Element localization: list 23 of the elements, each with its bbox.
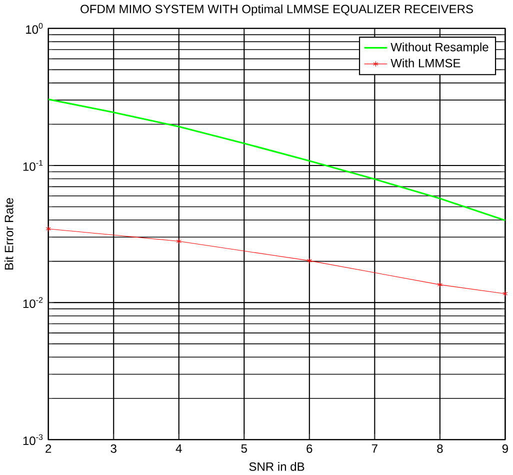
line-series: [48, 98, 506, 221]
y-tick-label: 10$^{-2}$: [23, 296, 43, 308]
point: [176, 238, 182, 244]
x-tick-label: 9: [502, 444, 508, 453]
y-tick-label: 10$^{-1}$: [23, 160, 43, 171]
x-axis-title: SNR in dB: [249, 462, 304, 471]
y-tick-label: 10$^{-3}$: [23, 434, 43, 445]
chart-title: OFDM MIMO SYSTEM WITH Optimal LMMSE EQUALIZER RECEIVERS: [80, 4, 473, 16]
x-tick-label: 5: [241, 444, 247, 453]
x-tick-label: 2: [46, 444, 52, 453]
point: [437, 282, 443, 288]
point: [46, 226, 51, 232]
x-tick-label: 3: [110, 444, 116, 453]
x-tick-label: 7: [372, 444, 378, 452]
y-tick-label: 10$^{0}$: [26, 22, 43, 34]
x-tick-label: 6: [306, 444, 312, 453]
legend-label: With LMMSE: [390, 58, 460, 68]
x-tick-label: 4: [176, 444, 182, 452]
point: [306, 258, 312, 264]
x-tick-label: 8: [437, 444, 443, 453]
point: [502, 290, 508, 297]
legend-label: Without Resample: [390, 42, 488, 54]
y-axis-title: Bit Error Rate: [4, 198, 14, 270]
